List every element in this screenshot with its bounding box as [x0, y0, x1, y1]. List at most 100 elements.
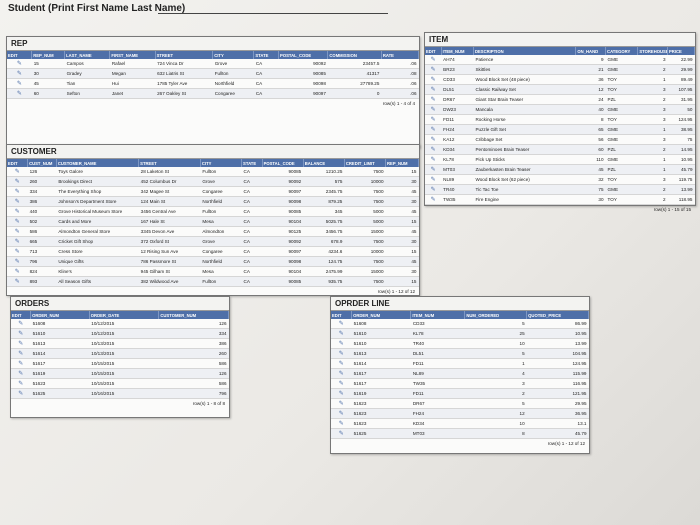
edit-icon[interactable]: ✎	[7, 186, 28, 197]
table-cell: FH24	[410, 408, 465, 419]
orderline-table-title: OPRDER LINE	[331, 297, 589, 311]
table-cell: Congaree	[212, 88, 254, 99]
table-row: ✎ DW23 Mancala 40 GME 3 50	[425, 104, 695, 115]
table-cell: Megan	[109, 68, 156, 79]
edit-icon[interactable]: ✎	[331, 358, 352, 369]
table-cell: 386	[158, 338, 229, 349]
edit-icon[interactable]: ✎	[425, 74, 442, 85]
orderline-column-header: ITEM_NUM	[410, 311, 466, 319]
edit-icon[interactable]: ✎	[7, 206, 28, 217]
orderline-column-header: EDIT	[331, 311, 353, 319]
table-cell: 29.95	[526, 398, 589, 409]
edit-icon[interactable]: ✎	[425, 124, 442, 135]
table-row: ✎ TR40 Tic Tac Toe 75 GME 2 13.99	[425, 184, 695, 195]
edit-icon[interactable]: ✎	[425, 144, 442, 155]
table-cell: 90085	[278, 68, 328, 79]
table-cell: TOY	[605, 114, 638, 125]
table-cell: Tic Tac Toe	[473, 184, 576, 195]
table-cell: 15000	[344, 226, 386, 237]
edit-icon[interactable]: ✎	[331, 418, 352, 429]
edit-icon[interactable]: ✎	[331, 398, 352, 409]
edit-icon[interactable]: ✎	[425, 194, 442, 205]
table-cell: Cards and More	[56, 216, 139, 227]
table-cell: GME	[605, 55, 638, 65]
edit-icon[interactable]: ✎	[331, 338, 352, 349]
edit-icon[interactable]: ✎	[11, 388, 31, 399]
edit-icon[interactable]: ✎	[7, 59, 32, 69]
table-row: ✎ 51608 CD33 5 86.99	[331, 319, 589, 329]
table-cell: MT03	[441, 164, 474, 175]
table-row: ✎ 51610 TR40 10 13.99	[331, 338, 589, 349]
table-cell: 60	[31, 88, 65, 99]
edit-icon[interactable]: ✎	[425, 154, 442, 165]
table-cell: Giant Star Brain Teaser	[473, 94, 576, 105]
edit-icon[interactable]: ✎	[425, 55, 442, 65]
edit-icon[interactable]: ✎	[11, 328, 31, 339]
table-cell: 65	[575, 124, 606, 135]
edit-icon[interactable]: ✎	[7, 276, 28, 287]
edit-icon[interactable]: ✎	[425, 134, 442, 145]
edit-icon[interactable]: ✎	[7, 246, 28, 257]
orders-column-header: ORDER_NUM	[30, 311, 90, 319]
table-cell: Classic Railway Set	[473, 84, 576, 95]
table-cell: 24	[575, 94, 606, 105]
table-row: ✎ 51617 10/15/2015 586	[11, 358, 229, 369]
table-cell: 14.95	[667, 144, 695, 155]
edit-icon[interactable]: ✎	[331, 408, 352, 419]
edit-icon[interactable]: ✎	[7, 167, 28, 177]
table-cell: CA	[253, 68, 279, 79]
edit-icon[interactable]: ✎	[11, 319, 31, 329]
edit-icon[interactable]: ✎	[11, 338, 31, 349]
table-cell: 3	[637, 134, 668, 145]
orders-table: EDIT ORDER_NUM ORDER_DATE CUSTOMER_NUM ✎ 516…	[11, 311, 229, 399]
table-cell: 115.99	[526, 368, 589, 379]
table-cell: GME	[605, 124, 638, 135]
table-cell: MT03	[410, 428, 465, 439]
edit-icon[interactable]: ✎	[11, 348, 31, 359]
edit-icon[interactable]: ✎	[7, 266, 28, 277]
edit-icon[interactable]: ✎	[7, 196, 28, 207]
edit-icon[interactable]: ✎	[7, 216, 28, 227]
orders-column-header: EDIT	[11, 311, 32, 319]
edit-icon[interactable]: ✎	[425, 184, 442, 195]
table-cell: Tian	[64, 78, 110, 89]
table-cell: TW35	[410, 378, 465, 389]
edit-icon[interactable]: ✎	[425, 174, 442, 185]
table-cell: 7500	[344, 256, 386, 267]
table-cell: 36	[575, 74, 606, 85]
edit-icon[interactable]: ✎	[331, 348, 352, 359]
table-cell: 75	[667, 134, 695, 145]
edit-icon[interactable]: ✎	[425, 164, 442, 175]
table-cell: KD34	[410, 418, 465, 429]
edit-icon[interactable]: ✎	[7, 256, 28, 267]
edit-icon[interactable]: ✎	[7, 78, 32, 89]
table-cell: 15	[385, 216, 419, 227]
edit-icon[interactable]: ✎	[425, 94, 442, 105]
edit-icon[interactable]: ✎	[425, 104, 442, 115]
edit-icon[interactable]: ✎	[7, 226, 28, 237]
edit-icon[interactable]: ✎	[7, 88, 32, 99]
edit-icon[interactable]: ✎	[331, 328, 352, 339]
table-row: ✎ KD34 Pentominoes Brain Teaser 60 PZL 2 14.95	[425, 144, 695, 155]
edit-icon[interactable]: ✎	[331, 428, 352, 439]
edit-icon[interactable]: ✎	[331, 319, 352, 329]
edit-icon[interactable]: ✎	[425, 64, 442, 75]
table-cell: 3	[464, 378, 527, 389]
edit-icon[interactable]: ✎	[425, 84, 442, 95]
table-cell: 116.95	[526, 378, 589, 389]
edit-icon[interactable]: ✎	[7, 176, 28, 187]
edit-icon[interactable]: ✎	[11, 358, 31, 369]
edit-icon[interactable]: ✎	[425, 114, 442, 125]
edit-icon[interactable]: ✎	[7, 236, 28, 247]
table-cell: 10/13/2015	[89, 348, 159, 359]
table-cell: 124.75	[303, 256, 345, 267]
edit-icon[interactable]: ✎	[7, 68, 32, 79]
edit-icon[interactable]: ✎	[331, 388, 352, 399]
edit-icon[interactable]: ✎	[11, 368, 31, 379]
edit-icon[interactable]: ✎	[331, 378, 352, 389]
table-cell: NL89	[441, 174, 474, 185]
table-cell: Mesa	[200, 216, 242, 227]
edit-icon[interactable]: ✎	[331, 368, 352, 379]
edit-icon[interactable]: ✎	[11, 378, 31, 389]
table-cell: 45	[575, 164, 606, 175]
